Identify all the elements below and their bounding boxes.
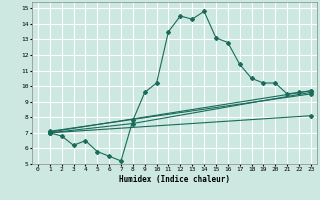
X-axis label: Humidex (Indice chaleur): Humidex (Indice chaleur) (119, 175, 230, 184)
